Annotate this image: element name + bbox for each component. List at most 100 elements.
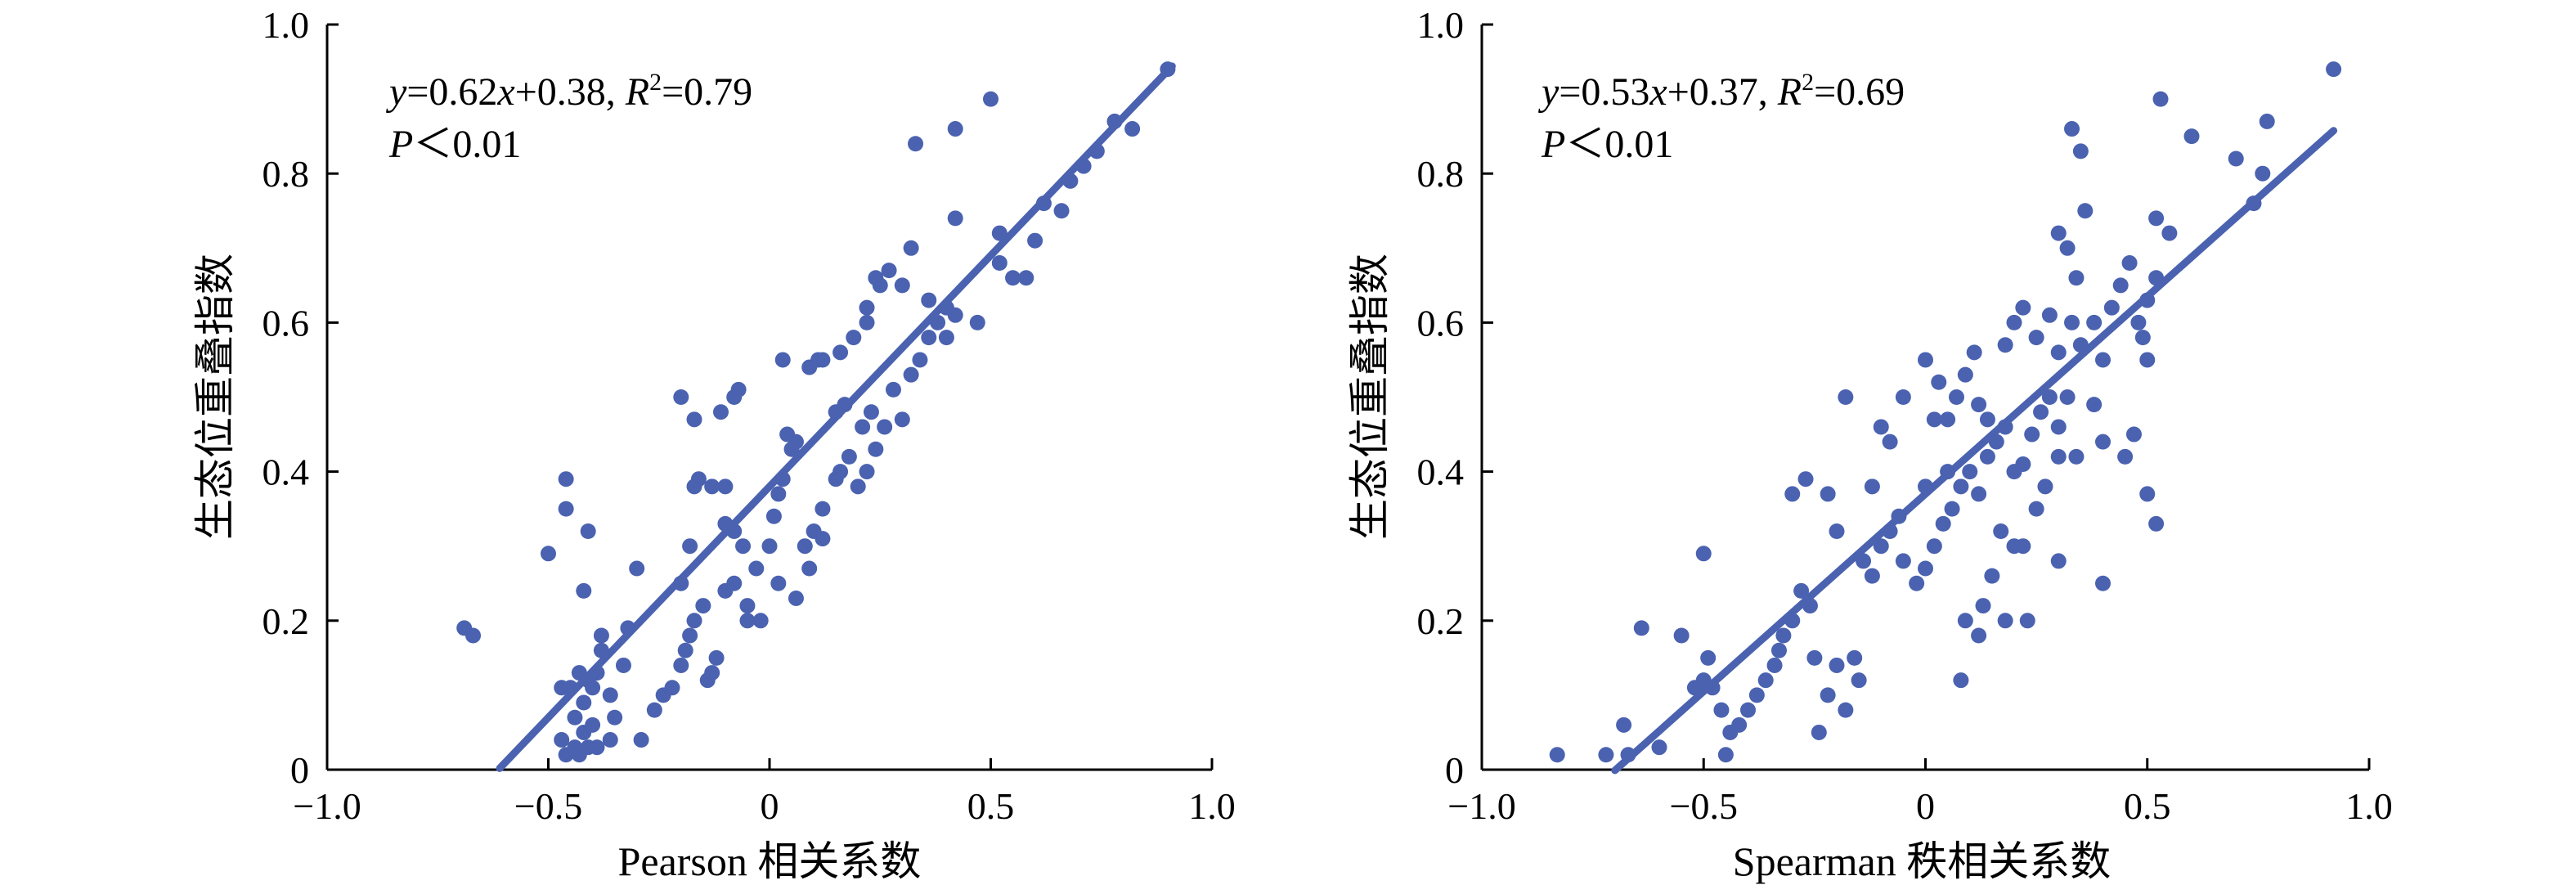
data-point xyxy=(837,397,853,413)
data-point xyxy=(2148,515,2165,532)
data-point xyxy=(1935,515,1951,532)
data-point xyxy=(2059,389,2076,405)
data-point xyxy=(589,665,605,681)
x-tick-label: −1.0 xyxy=(293,785,361,827)
data-point xyxy=(908,136,924,152)
data-point xyxy=(1891,508,1907,524)
data-point xyxy=(2041,307,2058,323)
data-point xyxy=(921,292,937,308)
x-tick-label: −0.5 xyxy=(514,785,582,827)
data-point xyxy=(1124,121,1141,137)
data-points xyxy=(1549,61,2342,763)
data-point xyxy=(558,501,574,517)
data-point xyxy=(2015,538,2031,555)
data-point xyxy=(2015,299,2031,316)
data-point xyxy=(2050,344,2067,361)
data-point xyxy=(855,419,871,435)
data-point xyxy=(717,478,734,495)
data-point xyxy=(850,478,866,495)
data-point xyxy=(593,627,609,644)
data-point xyxy=(846,330,862,346)
data-point xyxy=(589,739,605,756)
data-point xyxy=(1829,523,1845,539)
data-point xyxy=(1931,374,1947,390)
y-tick-label: 0 xyxy=(1445,749,1464,791)
axis-ticks xyxy=(325,23,1214,771)
data-point xyxy=(712,404,729,420)
data-point xyxy=(1895,553,1911,569)
data-point xyxy=(2103,299,2120,316)
data-point xyxy=(1926,411,1942,428)
data-point xyxy=(1784,613,1801,629)
x-tick-label: −0.5 xyxy=(1670,785,1738,827)
data-point xyxy=(682,627,698,644)
data-point xyxy=(1979,411,1995,428)
y-tick-label: 0.6 xyxy=(1417,302,1465,344)
data-point xyxy=(2015,456,2031,472)
y-tick-label: 0.8 xyxy=(1417,153,1465,195)
data-point xyxy=(585,680,601,696)
data-point xyxy=(1873,419,1889,435)
x-axis-title: Pearson 相关系数 xyxy=(618,838,922,884)
data-point xyxy=(1988,434,2004,450)
data-point xyxy=(2050,225,2067,241)
data-point xyxy=(1160,61,1176,78)
data-point xyxy=(1882,523,1898,539)
data-point xyxy=(2246,195,2262,212)
data-point xyxy=(2121,255,2138,272)
data-point xyxy=(761,538,778,555)
data-point xyxy=(1053,203,1070,219)
data-point xyxy=(947,307,963,323)
data-point xyxy=(877,419,893,435)
data-point xyxy=(2161,225,2178,241)
data-point xyxy=(1838,389,1854,405)
y-tick-label: 0.4 xyxy=(1417,451,1465,493)
data-point xyxy=(2086,397,2103,413)
data-point xyxy=(1975,598,1991,614)
data-point xyxy=(2139,292,2156,308)
data-point xyxy=(1909,575,1925,591)
data-point xyxy=(859,314,875,330)
data-point xyxy=(1806,649,1823,666)
data-point xyxy=(1966,344,1982,361)
data-point xyxy=(704,478,720,495)
data-point xyxy=(912,352,928,368)
data-point xyxy=(1748,687,1765,703)
p-value-label: P＜0.01 xyxy=(388,123,521,166)
regression-equation: y=0.53x+0.37, R2=0.69 xyxy=(1537,69,1905,114)
data-point xyxy=(1971,486,1987,502)
data-point xyxy=(2259,113,2275,129)
data-point xyxy=(2117,448,2134,465)
data-point xyxy=(1027,232,1043,249)
data-point xyxy=(2059,240,2076,256)
data-point xyxy=(1882,434,1898,450)
data-point xyxy=(2139,352,2156,368)
data-point xyxy=(1838,702,1854,718)
data-point xyxy=(859,464,875,480)
data-point xyxy=(2095,352,2111,368)
data-point xyxy=(1997,337,2013,353)
data-point xyxy=(2228,150,2244,167)
data-point xyxy=(1793,582,1810,599)
data-point xyxy=(1062,173,1079,189)
data-point xyxy=(1005,270,1021,286)
data-point xyxy=(541,546,556,562)
data-point xyxy=(1651,739,1667,756)
data-point xyxy=(1704,680,1721,696)
spearman-scatter-panel: −1.0 −0.5 0 0.5 1.0 0 0.2 0.4 0.6 0.8 1.0 y=0.53x+… xyxy=(1347,4,2393,884)
data-point xyxy=(1106,113,1123,129)
data-point xyxy=(1829,657,1845,673)
data-point xyxy=(921,330,937,346)
data-point xyxy=(894,277,910,294)
tick-labels: −1.0 −0.5 0 0.5 1.0 0 0.2 0.4 0.6 0.8 1.0 xyxy=(263,4,1236,827)
data-point xyxy=(2050,419,2067,435)
data-point xyxy=(1864,568,1880,584)
data-point xyxy=(730,381,747,398)
data-point xyxy=(1088,143,1105,159)
y-tick-label: 1.0 xyxy=(263,4,310,46)
data-point xyxy=(1918,560,1933,577)
data-point xyxy=(602,732,618,748)
data-point xyxy=(593,642,609,658)
data-point xyxy=(1775,627,1792,644)
y-axis-title: 生态位重叠指数 xyxy=(192,254,238,540)
